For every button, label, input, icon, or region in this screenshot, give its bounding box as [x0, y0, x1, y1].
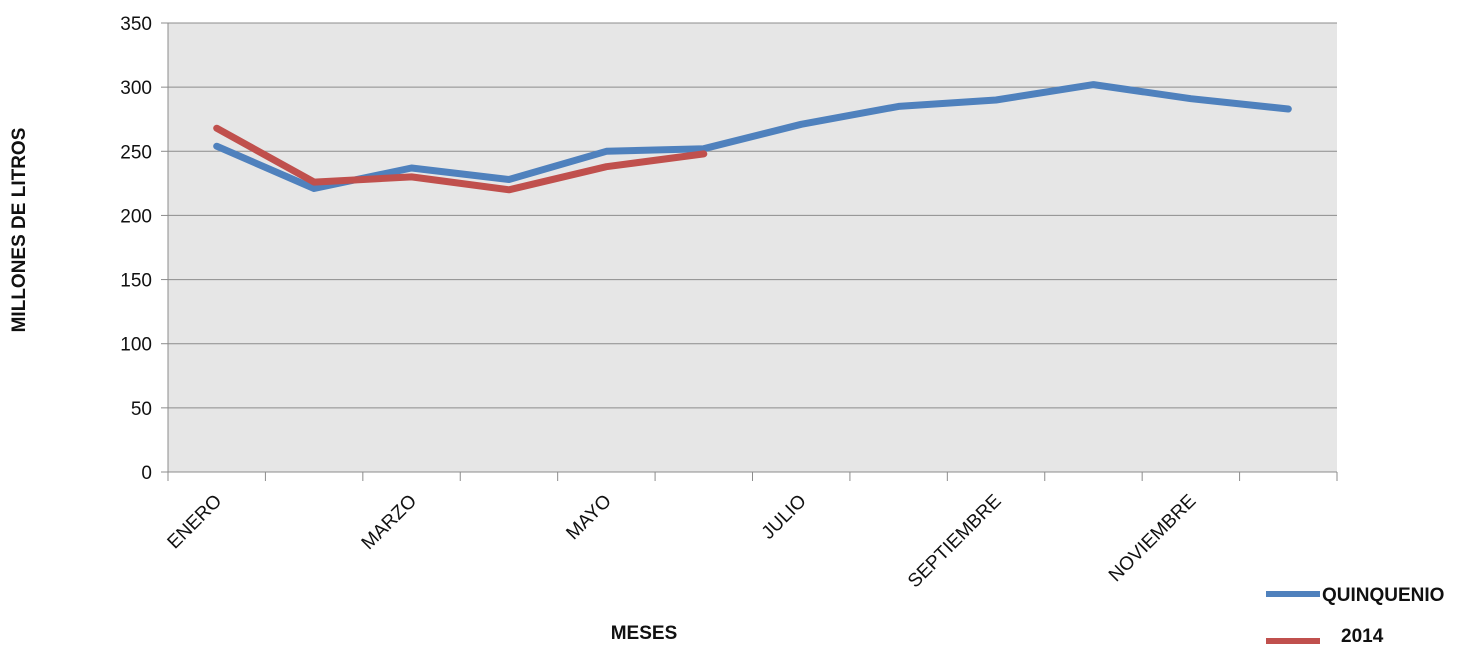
legend-label-quinquenio: QUINQUENIO [1322, 585, 1444, 606]
y-tick-label: 250 [120, 142, 152, 163]
x-tick-label: JULIO [758, 491, 811, 544]
y-axis-tick-labels: 0 50 100 150 200 250 300 350 [120, 14, 152, 484]
y-axis-title: MILLONES DE LITROS [9, 128, 30, 333]
legend-label-2014: 2014 [1341, 626, 1384, 645]
series-line-2014 [213, 124, 708, 194]
x-tick-label: ENERO [164, 491, 227, 554]
y-tick-label: 350 [120, 14, 152, 35]
y-tick-label: 100 [120, 335, 152, 356]
y-tick-label: 200 [120, 206, 152, 227]
series-lines [213, 81, 1292, 194]
x-tick-label: NOVIEMBRE [1105, 491, 1200, 586]
plot-area [168, 23, 1337, 472]
y-tick-label: 300 [120, 78, 152, 99]
x-axis-tick-labels: ENERO MARZO MAYO JULIO SEPTIEMBRE NOVIEMBRE [164, 491, 1201, 592]
x-tick-label: MAYO [562, 491, 615, 544]
x-axis-title: MESES [611, 623, 678, 644]
x-tick-label: MARZO [358, 491, 421, 554]
y-tick-label: 150 [120, 271, 152, 292]
gridlines [168, 22, 1337, 409]
y-tick-label: 50 [131, 399, 152, 420]
series-line-quinquenio [213, 81, 1292, 192]
y-tick-label: 0 [141, 463, 152, 484]
axes [161, 22, 1338, 481]
legend: QUINQUENIO 2014 [1266, 585, 1444, 645]
x-tick-label: SEPTIEMBRE [904, 491, 1005, 592]
